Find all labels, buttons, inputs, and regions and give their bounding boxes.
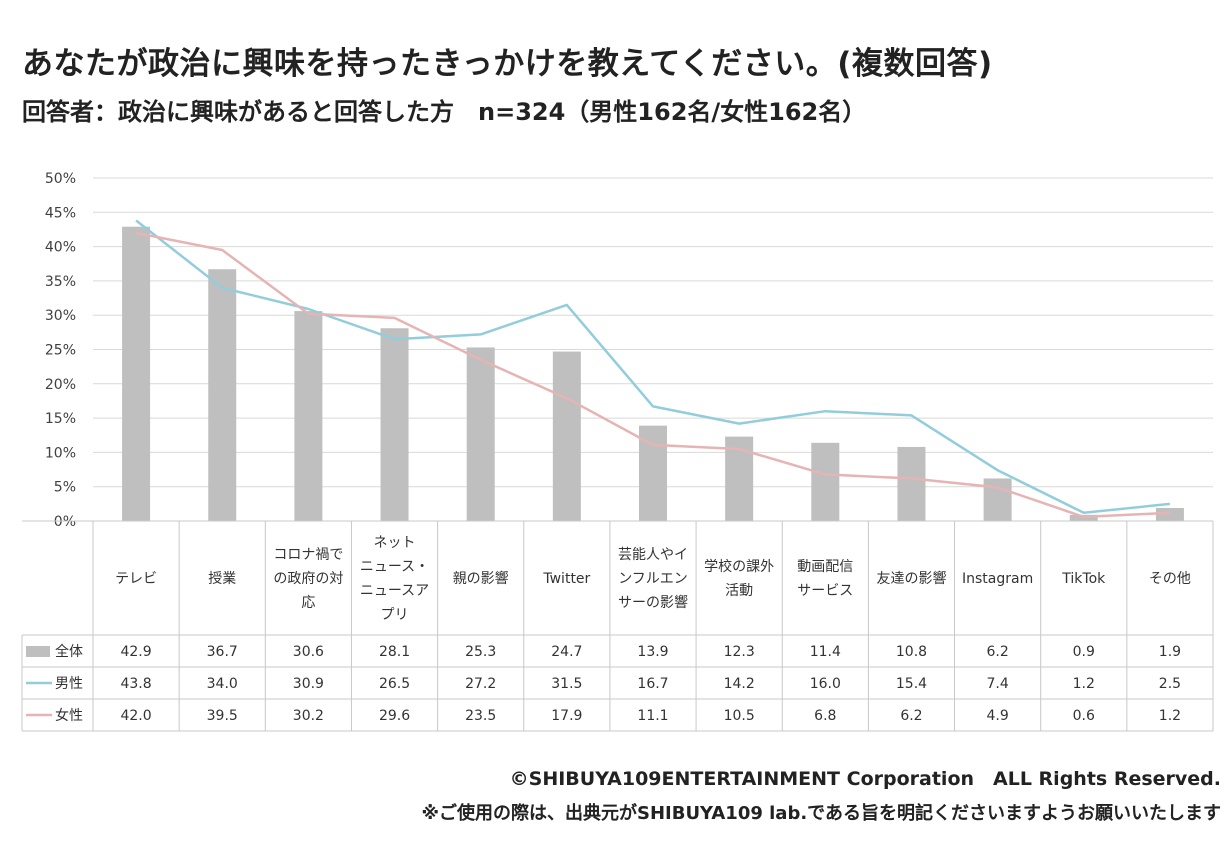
table-cell: 34.0	[207, 676, 238, 692]
y-tick-label: 50%	[45, 171, 76, 187]
category-label: 活動	[725, 583, 753, 599]
chart-subtitle: 回答者：政治に興味があると回答した方 n=324（男性162名/女性162名）	[22, 98, 867, 126]
table-cell: 11.1	[637, 708, 668, 724]
table-cell: 17.9	[551, 708, 582, 724]
category-label: TikTok	[1061, 571, 1106, 587]
table-cell: 11.4	[810, 644, 841, 660]
table-cell: 26.5	[379, 676, 410, 692]
usage-note: ※ご使用の際は、出典元がSHIBUYA109 lab.である旨を明記くださいます…	[421, 803, 1222, 824]
category-label: Twitter	[542, 571, 590, 587]
table-cell: 43.8	[120, 676, 151, 692]
table-cell: 23.5	[465, 708, 496, 724]
table-cell: 1.2	[1073, 676, 1095, 692]
legend-label: 男性	[55, 676, 83, 692]
table-cell: 16.0	[810, 676, 841, 692]
table-cell: 31.5	[551, 676, 582, 692]
bar	[208, 269, 237, 521]
category-label: サーの影響	[618, 594, 688, 611]
category-label: 動画配信	[797, 559, 853, 575]
table-cell: 10.8	[896, 644, 927, 660]
series-line-女性	[135, 231, 1170, 519]
table-cell: 10.5	[724, 708, 755, 724]
table-cell: 13.9	[637, 644, 668, 660]
table-cell: 12.3	[724, 644, 755, 660]
table-cell: 15.4	[896, 676, 927, 692]
table-cell: 1.2	[1159, 708, 1181, 724]
category-label: の政府の対	[273, 571, 343, 587]
y-tick-label: 45%	[45, 205, 76, 221]
table-cell: 2.5	[1159, 676, 1181, 692]
bar	[552, 351, 581, 521]
table-cell: 6.2	[900, 708, 922, 724]
y-tick-label: 40%	[45, 240, 76, 256]
copyright-text: ©SHIBUYA109ENTERTAINMENT Corporation ALL…	[509, 768, 1221, 790]
category-label: Instagram	[962, 571, 1033, 587]
category-label: ニュースア	[360, 583, 429, 599]
legend-swatch-全体	[26, 646, 50, 657]
y-tick-label: 30%	[45, 308, 76, 324]
category-label: 友達の影響	[876, 570, 946, 587]
category-label: プリ	[381, 607, 409, 623]
table-cell: 29.6	[379, 708, 410, 724]
table-cell: 42.9	[120, 644, 151, 660]
bar	[122, 226, 151, 521]
y-tick-label: 15%	[45, 411, 76, 427]
category-label: 親の影響	[453, 570, 509, 587]
table-cell: 36.7	[207, 644, 238, 660]
table-cell: 42.0	[120, 708, 151, 724]
bar	[1155, 507, 1184, 521]
table-cell: 4.9	[986, 708, 1008, 724]
table-cell: 6.8	[814, 708, 836, 724]
table-cell: 30.2	[293, 708, 324, 724]
y-tick-label: 20%	[45, 377, 76, 393]
bar	[639, 425, 667, 521]
bar	[897, 446, 926, 521]
category-label: 応	[301, 595, 315, 611]
y-tick-label: 10%	[45, 445, 76, 461]
table-cell: 0.9	[1073, 644, 1095, 660]
series-lines	[135, 219, 1171, 519]
category-label: その他	[1149, 571, 1191, 587]
chart-title: あなたが政治に興味を持ったきっかけを教えてください。(複数回答)	[22, 46, 993, 82]
bar	[380, 328, 409, 521]
category-label: 学校の課外	[704, 558, 774, 575]
legend-label: 全体	[55, 643, 83, 660]
y-tick-label: 5%	[54, 480, 76, 496]
bar	[294, 311, 323, 521]
table-cell: 28.1	[379, 644, 410, 660]
category-label: ニュース・	[360, 559, 429, 575]
bar	[466, 347, 495, 521]
y-tick-label: 0%	[54, 514, 76, 530]
category-label: 芸能人やイ	[618, 547, 688, 563]
category-label: ネット	[374, 535, 416, 551]
y-tick-label: 25%	[45, 343, 76, 359]
category-label: 授業	[208, 571, 236, 587]
y-tick-label: 35%	[45, 274, 76, 290]
category-label: ンフルエン	[618, 571, 688, 587]
table-cell: 1.9	[1159, 644, 1181, 660]
table-cell: 39.5	[207, 708, 238, 724]
bar	[811, 442, 840, 521]
table-cell: 7.4	[986, 676, 1008, 692]
table-cell: 27.2	[465, 676, 496, 692]
table-cell: 16.7	[637, 676, 668, 692]
table-cell: 30.6	[293, 644, 324, 660]
category-label: コロナ禍で	[273, 547, 343, 563]
legend-label: 女性	[55, 707, 83, 724]
y-axis-ticks: 0% 5% 10% 15% 20% 25% 30% 35% 40% 45% 50%	[45, 171, 76, 530]
table-cell: 30.9	[293, 676, 324, 692]
table-cell: 6.2	[986, 644, 1008, 660]
bars	[122, 226, 1184, 521]
table-cell: 25.3	[465, 644, 496, 660]
table-cell: 0.6	[1073, 708, 1095, 724]
table-cell: 24.7	[551, 644, 582, 660]
table-cell: 14.2	[724, 676, 755, 692]
gridlines	[93, 177, 1213, 522]
series-line-男性	[135, 219, 1171, 515]
category-label: テレビ	[115, 571, 157, 587]
bar	[983, 478, 1012, 521]
category-label: サービス	[797, 583, 853, 599]
